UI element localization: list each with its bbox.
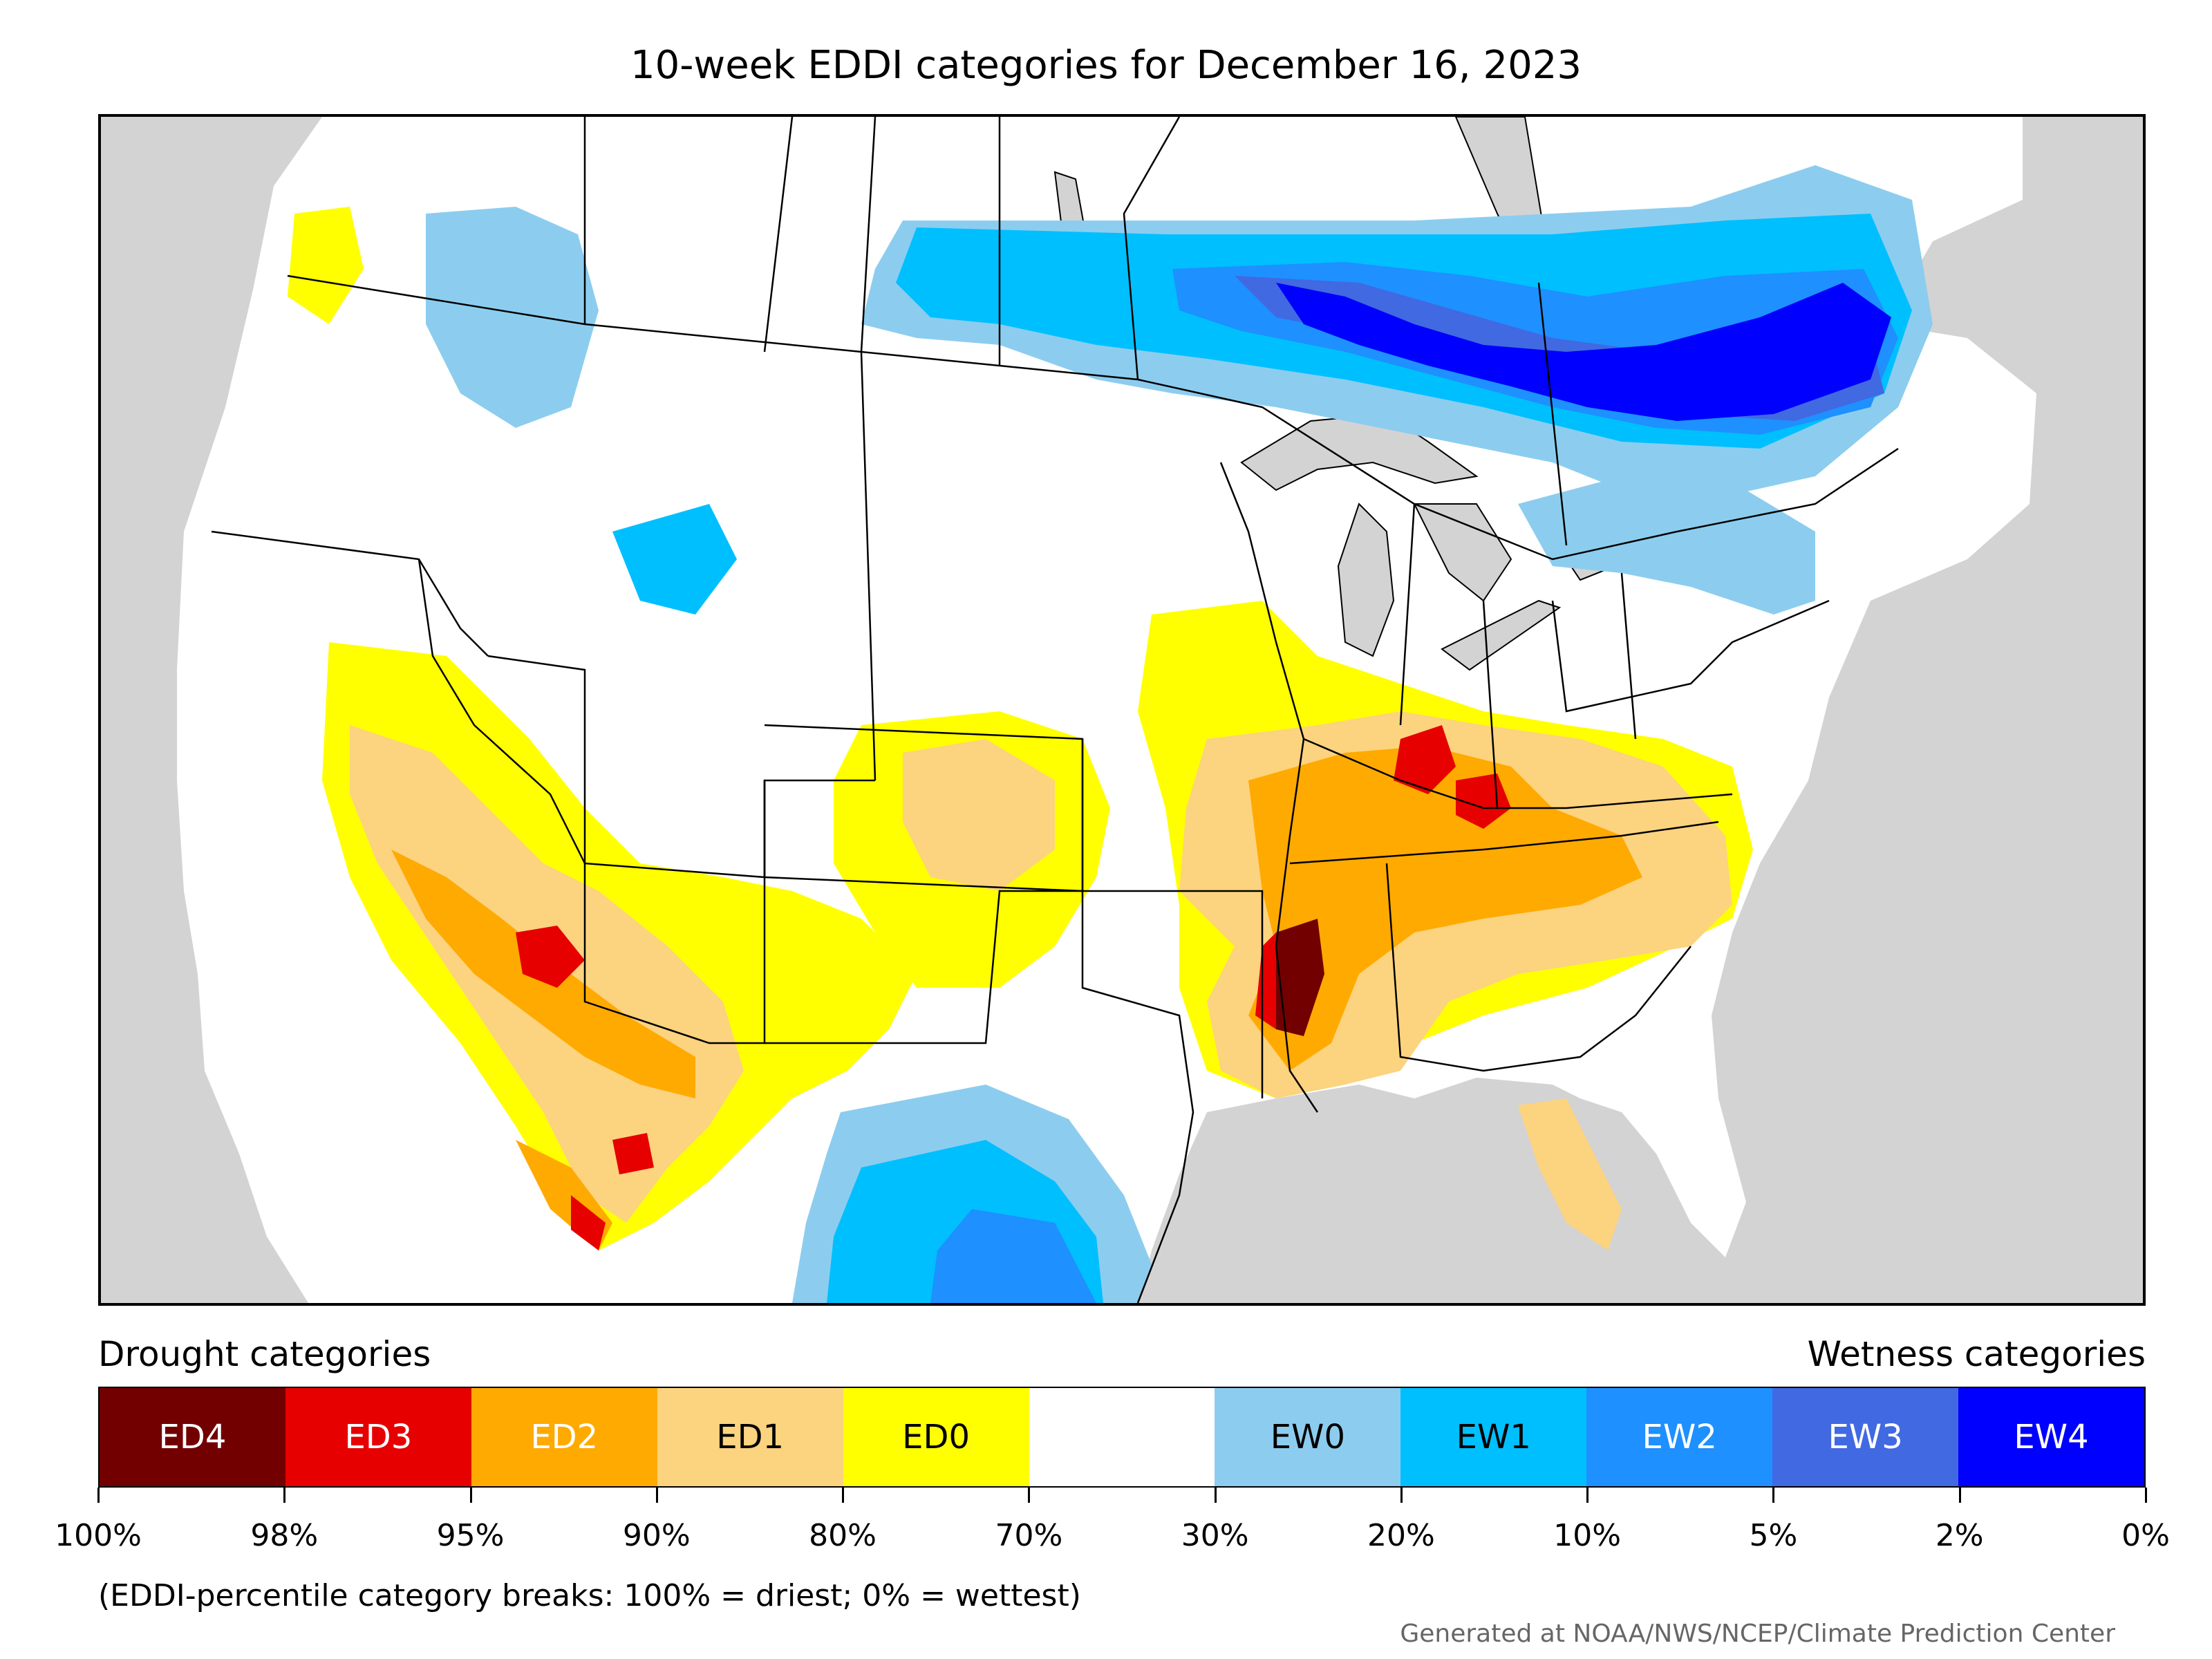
colorbar-tick [1958,1488,1961,1503]
colorbar-tick [2145,1488,2147,1503]
colorbar-ticks [97,1488,2147,1504]
colorbar-tick [97,1488,100,1503]
drought-layer [288,207,1753,1250]
colorbar-cell-ew3: EW3 [1772,1388,1959,1486]
credit-line: Generated at NOAA/NWS/NCEP/Climate Predi… [1400,1620,2115,1648]
drought-categories-header: Drought categories [98,1334,431,1374]
colorbar-tick-label: 20% [1367,1518,1435,1553]
ed3-mississippi [1255,932,1276,1029]
colorbar-tick [283,1488,286,1503]
boundaries-layer [211,117,1899,1303]
colorbar-tick [655,1488,658,1503]
colorbar-tick [1214,1488,1217,1503]
colorbar-cell-ew0: EW0 [1215,1388,1401,1486]
lake-huron [1413,503,1512,602]
plains-vertical-2 [1081,739,1264,1098]
utah-nevada [487,655,875,879]
ew4-canada [1276,283,1891,421]
ed3-kentucky-east [1456,774,1511,829]
ohio-valley [1303,738,1733,809]
colorbar-tick-label: 95% [436,1518,505,1553]
colorbar-tick [1772,1488,1775,1503]
lake-michigan [1337,503,1395,657]
colorbar-tick-label: 10% [1553,1518,1622,1553]
ed2-east [1248,746,1642,1071]
colorbar-cell-ed3: ED3 [285,1388,471,1486]
colorbar-cell-ew4: EW4 [1958,1388,2144,1486]
lake-erie [1441,599,1562,671]
colorbar-cell-ed1: ED1 [657,1388,843,1486]
colorbar-tick-label: 0% [2121,1518,2170,1553]
mississippi-river [1219,462,1319,1113]
ew0-northeast [1518,476,1815,615]
ed3-southwest [516,926,585,988]
colorbar-tick [842,1488,845,1503]
eddi-map [98,114,2146,1306]
plains-vertical-1 [860,117,877,781]
colorbar-tick-label: 2% [1935,1518,1984,1553]
ed0-pacific-northwest [288,207,364,324]
colorbar-cell-ew1: EW1 [1400,1388,1587,1486]
ed3-baja [571,1195,606,1250]
ew2-texas [930,1209,1096,1303]
us-canada-border [287,274,1899,561]
ed1-kansas [903,739,1055,891]
midwest-verticals [1399,503,1637,809]
colorbar-tick-label: 30% [1181,1518,1249,1553]
colorbar-cell-ew2: EW2 [1586,1388,1773,1486]
colorbar-tick-label: 98% [250,1518,319,1553]
category-breaks-note: (EDDI-percentile category breaks: 100% =… [98,1578,1081,1613]
southeast-border [1385,863,1691,1072]
colorbar-cell-ed0: ED0 [843,1388,1029,1486]
ed3-kentucky [1394,725,1456,794]
ed3-mexico [612,1133,654,1174]
category-colorbar: ED4 ED3 ED2 ED1 ED0 EW0 EW1 EW2 EW3 EW4 [98,1387,2146,1488]
map-svg [177,117,2036,1303]
colorbar-tick [1586,1488,1589,1503]
colorbar-tick-label: 90% [622,1518,691,1553]
ew0-pacific-northwest [426,207,599,428]
canada-provinces [583,117,1568,546]
colorbar-tick [469,1488,472,1503]
colorbar-tick-label: 5% [1749,1518,1798,1553]
colorbar-cell-ed4: ED4 [100,1388,285,1486]
wetness-layer [426,165,1933,1303]
az-border [583,780,766,1044]
colorbar-tick [1400,1488,1403,1503]
colorbar-tick-label: 70% [995,1518,1063,1553]
ca-or-border [211,530,489,657]
colorbar-cell-neutral [1029,1388,1215,1486]
ed1-florida [1518,1098,1622,1250]
colorbar-tick-label: 100% [55,1518,142,1553]
colorbar-tick-label: 80% [809,1518,877,1553]
wetness-categories-header: Wetness categories [1807,1334,2146,1374]
ew1-idaho [612,504,737,615]
texas-border [765,890,1194,1303]
colorbar-cell-ed2: ED2 [471,1388,657,1486]
ca-nv-border [418,559,586,864]
map-title: 10-week EDDI categories for December 16,… [630,43,1582,88]
colorbar-tick [1028,1488,1031,1503]
tennessee-border [1289,821,1719,865]
northeast-border [1551,599,1830,713]
